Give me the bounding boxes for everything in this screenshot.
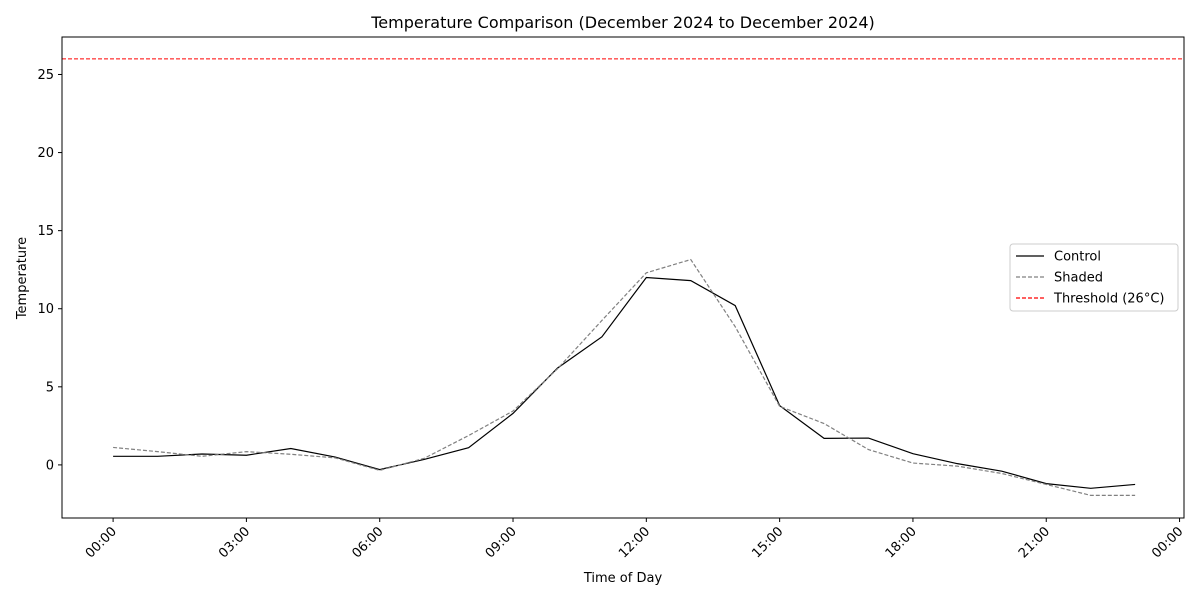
x-tick-label: 09:00 — [483, 524, 520, 561]
series-line-control — [113, 276, 1136, 489]
series-layer — [62, 58, 1184, 496]
plot-frame — [61, 36, 1185, 519]
legend-box — [1009, 243, 1179, 312]
x-tick-label: 00:00 — [83, 524, 120, 561]
x-axis-label: Time of Day — [583, 571, 663, 586]
y-tick-label: 10 — [37, 302, 54, 317]
x-tick-label: 21:00 — [1016, 524, 1053, 561]
x-tick-label: 00:00 — [1149, 524, 1186, 561]
chart-title: Temperature Comparison (December 2024 to… — [370, 13, 875, 32]
x-tick-label: 06:00 — [349, 524, 386, 561]
x-tick-label: 03:00 — [216, 524, 253, 561]
legend-label: Control — [1054, 250, 1101, 265]
y-tick-label: 5 — [46, 380, 54, 395]
series-line-shaded — [113, 258, 1136, 496]
y-tick-label: 15 — [37, 224, 54, 239]
y-tick-label: 0 — [46, 458, 54, 473]
x-tick-label: 12:00 — [616, 524, 653, 561]
x-tick-label: 18:00 — [883, 524, 920, 561]
y-tick-label: 25 — [37, 68, 54, 83]
legend-label: Threshold (26°C) — [1053, 292, 1164, 307]
y-axis-label: Temperature — [15, 237, 30, 320]
legend-label: Shaded — [1054, 271, 1103, 286]
y-tick-label: 20 — [37, 146, 54, 161]
legend: Control Shaded Threshold (26°C) — [1009, 243, 1179, 312]
x-tick-label: 15:00 — [749, 524, 786, 561]
